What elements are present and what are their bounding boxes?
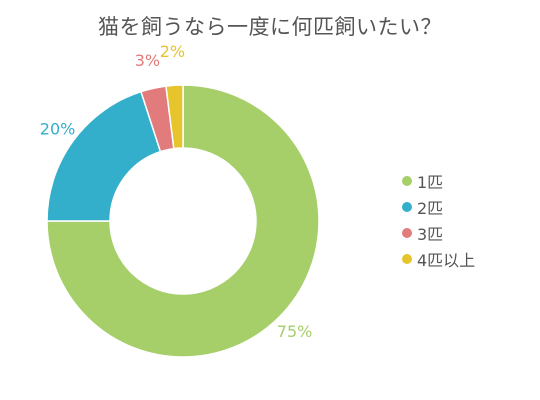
legend-label-1: 1匹 bbox=[417, 173, 444, 192]
legend-label-3: 3匹 bbox=[417, 225, 444, 244]
legend-swatch-4 bbox=[402, 254, 412, 264]
legend-label-4: 4匹以上 bbox=[417, 251, 476, 270]
chart-title: 猫を飼うなら一度に何匹飼いたい？ bbox=[98, 15, 442, 39]
slice-2[interactable] bbox=[46, 90, 162, 222]
slice-label-3: 3% bbox=[135, 51, 160, 70]
legend-item-4[interactable]: 4匹以上 bbox=[402, 246, 475, 272]
legend-item-1[interactable]: 1匹 bbox=[402, 168, 475, 194]
legend: 1匹 2匹 3匹 4匹以上 bbox=[402, 168, 475, 272]
legend-label-2: 2匹 bbox=[417, 199, 444, 218]
legend-swatch-2 bbox=[402, 202, 412, 212]
legend-swatch-1 bbox=[402, 176, 412, 186]
slice-4[interactable] bbox=[165, 84, 184, 150]
slice-label-4: 2% bbox=[160, 42, 185, 61]
legend-item-2[interactable]: 2匹 bbox=[402, 194, 475, 220]
slice-1[interactable] bbox=[46, 84, 320, 358]
slice-label-2: 20% bbox=[40, 119, 76, 138]
legend-swatch-3 bbox=[402, 228, 412, 238]
slice-label-1: 75% bbox=[277, 322, 313, 341]
legend-item-3[interactable]: 3匹 bbox=[402, 220, 475, 246]
